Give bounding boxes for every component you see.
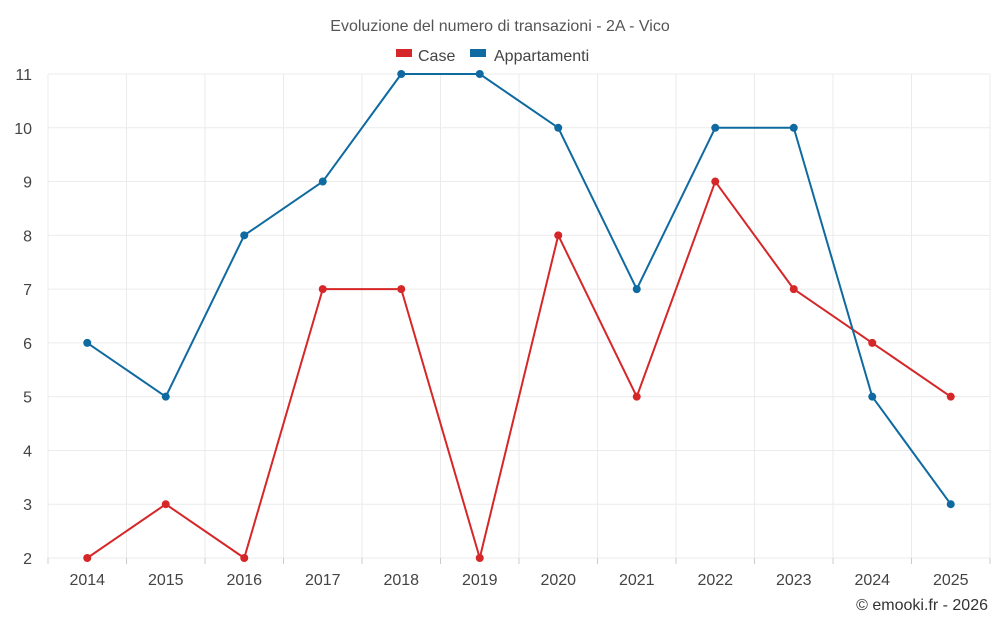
x-tick-label: 2022 xyxy=(697,572,733,589)
legend: Case Appartamenti xyxy=(396,48,589,65)
legend-label-case[interactable]: Case xyxy=(418,48,455,65)
legend-swatch-appartamenti xyxy=(470,49,486,57)
x-tick-label: 2020 xyxy=(540,572,576,589)
legend-swatch-case xyxy=(396,49,412,57)
data-point-appartamenti[interactable] xyxy=(397,70,406,78)
y-tick-label: 10 xyxy=(14,121,32,138)
data-point-case[interactable] xyxy=(789,285,798,294)
y-tick-label: 4 xyxy=(23,443,32,460)
data-point-appartamenti[interactable] xyxy=(554,123,563,132)
data-point-case[interactable] xyxy=(240,554,249,562)
data-point-case[interactable] xyxy=(868,338,877,347)
x-tick-label: 2024 xyxy=(854,572,890,589)
x-tick-label: 2021 xyxy=(619,572,655,589)
y-tick-label: 3 xyxy=(23,497,32,514)
data-point-appartamenti[interactable] xyxy=(946,500,955,509)
data-point-appartamenti[interactable] xyxy=(632,285,641,294)
data-point-case[interactable] xyxy=(161,500,170,509)
legend-label-appartamenti[interactable]: Appartamenti xyxy=(494,48,589,65)
series-line-appartamenti xyxy=(86,73,952,505)
y-tick-label: 7 xyxy=(23,282,32,299)
x-tick-label: 2017 xyxy=(305,572,341,589)
data-point-appartamenti[interactable] xyxy=(318,177,327,186)
x-tick-label: 2016 xyxy=(226,572,262,589)
chart-title: Evoluzione del numero di transazioni - 2… xyxy=(330,18,670,35)
data-point-appartamenti[interactable] xyxy=(711,123,720,132)
x-tick-label: 2014 xyxy=(69,572,105,589)
x-tick-label: 2019 xyxy=(462,572,498,589)
data-point-appartamenti[interactable] xyxy=(240,231,249,240)
y-axis: 2 3 4 5 6 7 8 9 10 11 xyxy=(14,67,32,568)
data-point-case[interactable] xyxy=(554,231,563,240)
y-tick-label: 9 xyxy=(23,175,32,192)
data-point-case[interactable] xyxy=(711,177,720,186)
data-point-case[interactable] xyxy=(318,285,327,294)
y-tick-label: 2 xyxy=(23,551,32,568)
x-tick-label: 2015 xyxy=(148,572,184,589)
data-point-appartamenti[interactable] xyxy=(868,392,877,401)
data-point-appartamenti[interactable] xyxy=(789,123,798,132)
y-tick-label: 11 xyxy=(15,67,32,84)
data-point-case[interactable] xyxy=(946,392,955,401)
x-tick-label: 2025 xyxy=(933,572,969,589)
x-axis: 2014 2015 2016 2017 2018 2019 2020 2021 2022 2023… xyxy=(47,558,991,589)
y-tick-label: 5 xyxy=(23,390,32,407)
data-point-appartamenti[interactable] xyxy=(161,392,170,401)
data-point-case[interactable] xyxy=(83,554,92,562)
x-tick-label: 2018 xyxy=(383,572,419,589)
data-point-appartamenti[interactable] xyxy=(83,338,92,347)
data-point-case[interactable] xyxy=(397,285,406,294)
credit-text: © emooki.fr - 2026 xyxy=(856,597,988,614)
data-point-case[interactable] xyxy=(632,392,641,401)
x-tick-label: 2023 xyxy=(776,572,812,589)
series-line-case xyxy=(86,180,952,559)
y-tick-label: 6 xyxy=(23,336,32,353)
y-tick-label: 8 xyxy=(23,228,32,245)
data-point-case[interactable] xyxy=(475,554,484,562)
data-point-appartamenti[interactable] xyxy=(475,70,484,78)
series xyxy=(83,70,955,562)
